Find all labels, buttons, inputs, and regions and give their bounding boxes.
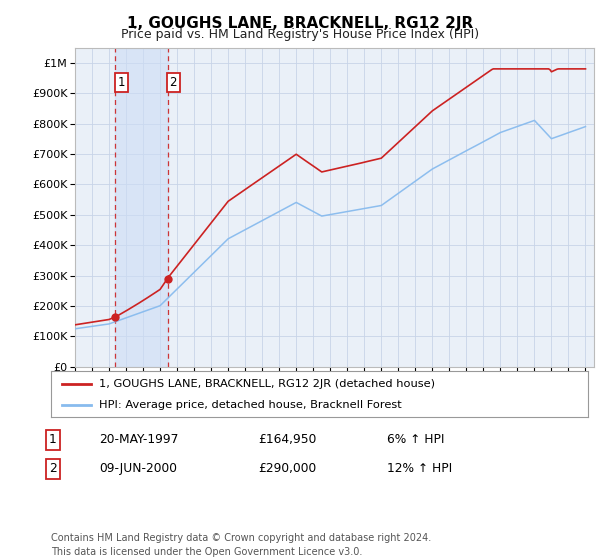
Text: £164,950: £164,950 xyxy=(258,433,316,446)
Text: Price paid vs. HM Land Registry's House Price Index (HPI): Price paid vs. HM Land Registry's House … xyxy=(121,28,479,41)
Text: Contains HM Land Registry data © Crown copyright and database right 2024.
This d: Contains HM Land Registry data © Crown c… xyxy=(51,533,431,557)
Text: 1: 1 xyxy=(118,76,125,89)
Text: 1, GOUGHS LANE, BRACKNELL, RG12 2JR: 1, GOUGHS LANE, BRACKNELL, RG12 2JR xyxy=(127,16,473,31)
Text: 6% ↑ HPI: 6% ↑ HPI xyxy=(387,433,445,446)
Text: 1, GOUGHS LANE, BRACKNELL, RG12 2JR (detached house): 1, GOUGHS LANE, BRACKNELL, RG12 2JR (det… xyxy=(100,379,436,389)
Text: HPI: Average price, detached house, Bracknell Forest: HPI: Average price, detached house, Brac… xyxy=(100,400,402,410)
Text: 20-MAY-1997: 20-MAY-1997 xyxy=(99,433,178,446)
Text: 12% ↑ HPI: 12% ↑ HPI xyxy=(387,462,452,475)
Bar xyxy=(115,48,167,367)
Text: 2: 2 xyxy=(49,462,56,475)
Text: 1: 1 xyxy=(49,433,56,446)
Text: £290,000: £290,000 xyxy=(258,462,316,475)
Text: 09-JUN-2000: 09-JUN-2000 xyxy=(99,462,177,475)
Text: 2: 2 xyxy=(170,76,177,89)
